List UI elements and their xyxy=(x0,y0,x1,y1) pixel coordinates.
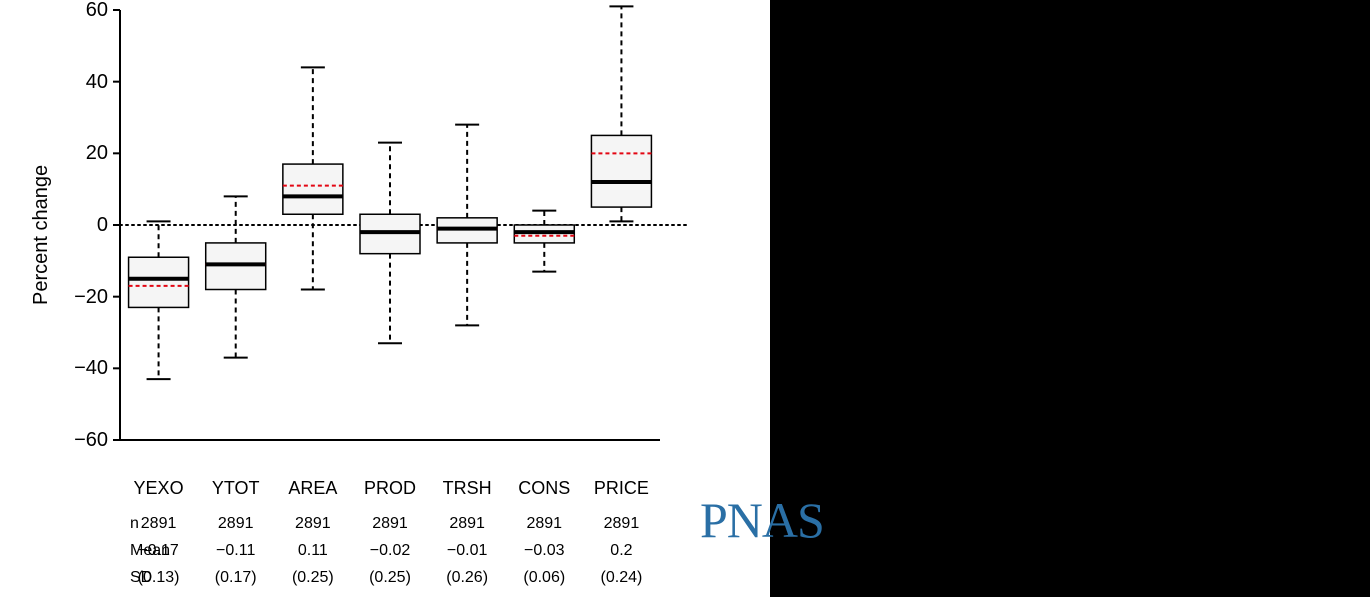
stat-cell: (0.13) xyxy=(119,569,199,587)
stat-cell: (0.06) xyxy=(504,569,584,587)
category-label: PRICE xyxy=(581,478,661,499)
box xyxy=(591,135,651,207)
stat-cell: −0.11 xyxy=(196,542,276,560)
stat-cell: 2891 xyxy=(581,515,661,533)
y-tick-label: −60 xyxy=(48,429,108,452)
y-tick-label: 0 xyxy=(48,214,108,237)
stat-cell: −0.03 xyxy=(504,542,584,560)
stat-cell: 2891 xyxy=(350,515,430,533)
box xyxy=(283,164,343,214)
y-tick-label: −40 xyxy=(48,357,108,380)
chart-panel: −60 −40 −20 0 20 40 60 Percent change YEXOYTOTAR… xyxy=(0,0,770,597)
black-right-panel xyxy=(770,0,1370,597)
category-label: CONS xyxy=(504,478,584,499)
stat-cell: 2891 xyxy=(273,515,353,533)
y-tick-label: 60 xyxy=(48,0,108,22)
category-label: YTOT xyxy=(196,478,276,499)
stat-cell: (0.26) xyxy=(427,569,507,587)
stat-cell: −0.02 xyxy=(350,542,430,560)
boxplot-svg xyxy=(0,0,770,597)
stat-cell: 2891 xyxy=(427,515,507,533)
category-label: YEXO xyxy=(119,478,199,499)
stat-cell: 2891 xyxy=(504,515,584,533)
box xyxy=(129,257,189,307)
stat-cell: −0.17 xyxy=(119,542,199,560)
category-label: TRSH xyxy=(427,478,507,499)
stat-cell: (0.24) xyxy=(581,569,661,587)
y-tick-label: 20 xyxy=(48,142,108,165)
stat-cell: (0.17) xyxy=(196,569,276,587)
stat-cell: 0.2 xyxy=(581,542,661,560)
y-axis-label: Percent change xyxy=(30,165,53,305)
stat-cell: 0.11 xyxy=(273,542,353,560)
stat-cell: (0.25) xyxy=(273,569,353,587)
stat-cell: −0.01 xyxy=(427,542,507,560)
stage: −60 −40 −20 0 20 40 60 Percent change YEXOYTOTAR… xyxy=(0,0,1370,597)
category-label: AREA xyxy=(273,478,353,499)
y-tick-label: −20 xyxy=(48,286,108,309)
pnas-logo: PNAS xyxy=(700,495,824,545)
stat-cell: (0.25) xyxy=(350,569,430,587)
stat-cell: 2891 xyxy=(196,515,276,533)
category-label: PROD xyxy=(350,478,430,499)
y-tick-label: 40 xyxy=(48,71,108,94)
stat-cell: 2891 xyxy=(119,515,199,533)
